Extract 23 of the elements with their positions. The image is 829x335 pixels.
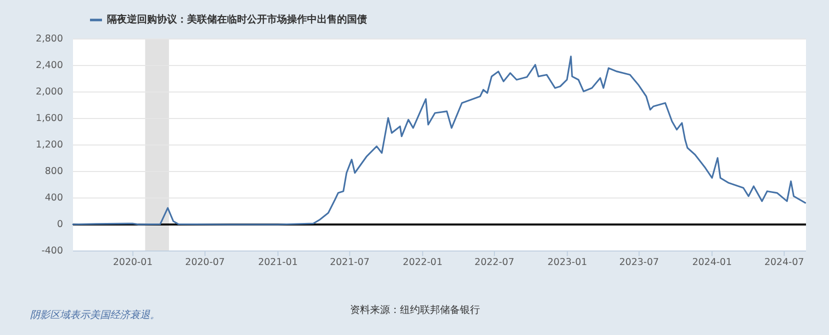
x-tick-label: 2021-01: [258, 257, 298, 268]
y-tick-label: 2,000: [36, 86, 63, 98]
x-tick-label: 2024-07: [764, 257, 804, 268]
x-tick-label: 2020-07: [185, 257, 225, 268]
y-tick-label: -400: [41, 246, 63, 256]
x-tick-label: 2024-01: [692, 257, 732, 268]
x-tick-label: 2022-07: [474, 257, 514, 268]
y-tick-label: 800: [44, 166, 63, 177]
y-tick-label: 2,400: [36, 60, 63, 71]
y-tick-label: 0: [56, 219, 63, 230]
x-tick-label: 2020-01: [113, 257, 153, 268]
text: 阴影区域表示美国经济衰退。: [30, 309, 160, 321]
y-tick-label: 400: [44, 192, 63, 204]
y-tick-label: 1,600: [36, 113, 63, 124]
text: 资料来源：纽约联邦储备银行: [350, 304, 480, 316]
x-tick-label: 2023-01: [547, 257, 588, 268]
y-tick-label: 1,200: [36, 140, 63, 150]
line-series: [72, 56, 806, 226]
legend-label: 隔夜逆回购协议：美联储在临时公开市场操作中出售的国债: [107, 14, 367, 26]
y-tick-label: 2,800: [36, 34, 63, 44]
x-tick-label: 2023-07: [619, 257, 659, 268]
x-tick-label: 2021-07: [330, 257, 370, 268]
x-tick-label: 2022-01: [402, 257, 443, 268]
